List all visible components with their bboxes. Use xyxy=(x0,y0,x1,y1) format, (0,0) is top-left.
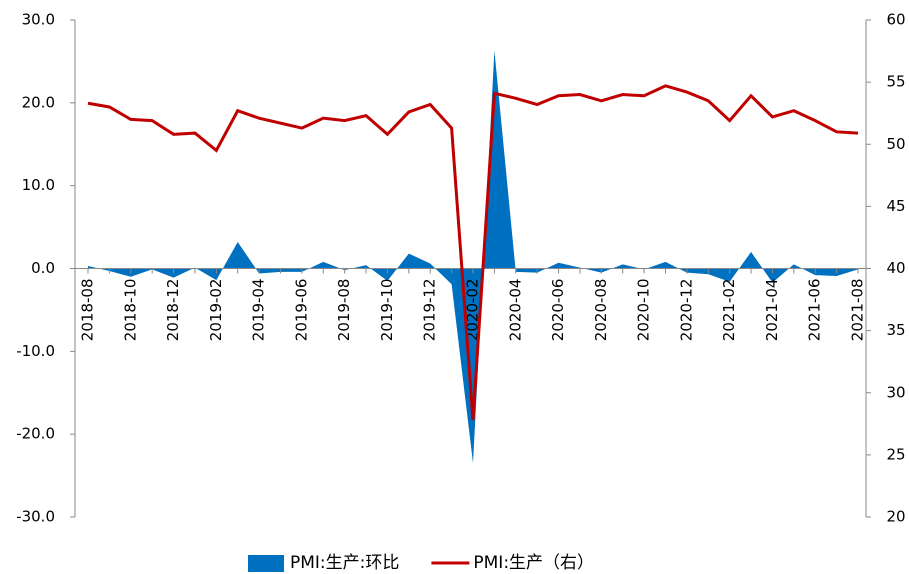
x-tick-label: 2021-04 xyxy=(763,279,781,342)
x-tick-label: 2019-12 xyxy=(421,279,439,342)
x-tick-label: 2020-10 xyxy=(635,279,653,342)
y2-tick-label: 40 xyxy=(886,259,905,277)
y2-tick-label: 30 xyxy=(886,383,905,401)
x-tick-label: 2020-12 xyxy=(677,279,695,342)
x-tick-label: 2021-06 xyxy=(806,279,824,342)
y-tick-label: -30.0 xyxy=(16,508,55,526)
x-tick-label: 2018-08 xyxy=(79,279,97,342)
y2-tick-label: 35 xyxy=(886,321,905,339)
x-tick-label: 2018-10 xyxy=(121,279,139,342)
line xyxy=(87,84,859,421)
x-tick-label: 2020-04 xyxy=(506,279,524,342)
x-tick-label: 2021-02 xyxy=(720,279,738,342)
y-tick-label: 20.0 xyxy=(22,93,55,111)
legend-label: PMI:生产:环比 xyxy=(290,553,399,573)
legend-label: PMI:生产（右） xyxy=(473,553,594,573)
y-tick-label: -10.0 xyxy=(16,342,55,360)
x-tick-label: 2019-04 xyxy=(250,279,268,342)
y-tick-label: 30.0 xyxy=(22,11,55,29)
area xyxy=(88,50,858,464)
x-tick-label: 2019-06 xyxy=(292,279,310,342)
y2-tick-label: 25 xyxy=(886,445,905,463)
legend-swatch xyxy=(248,555,284,572)
y2-tick-label: 55 xyxy=(886,73,905,91)
x-tick-label: 2020-08 xyxy=(592,279,610,342)
y2-tick-label: 50 xyxy=(886,135,905,153)
x-tick-label: 2019-10 xyxy=(378,279,396,342)
x-tick-label: 2019-02 xyxy=(207,279,225,342)
y-tick-label: 0.0 xyxy=(31,259,55,277)
y-tick-label: -20.0 xyxy=(16,425,55,443)
x-tick-label: 2018-12 xyxy=(164,279,182,342)
x-tick-label: 2021-08 xyxy=(849,279,867,342)
x-tick-label: 2019-08 xyxy=(335,279,353,342)
y2-tick-label: 60 xyxy=(886,11,905,29)
y-tick-label: 10.0 xyxy=(22,176,55,194)
y2-tick-label: 45 xyxy=(886,197,905,215)
x-tick-label: 2020-06 xyxy=(549,279,567,342)
x-tick-label: 2020-02 xyxy=(464,279,482,342)
y2-tick-label: 20 xyxy=(886,508,905,526)
